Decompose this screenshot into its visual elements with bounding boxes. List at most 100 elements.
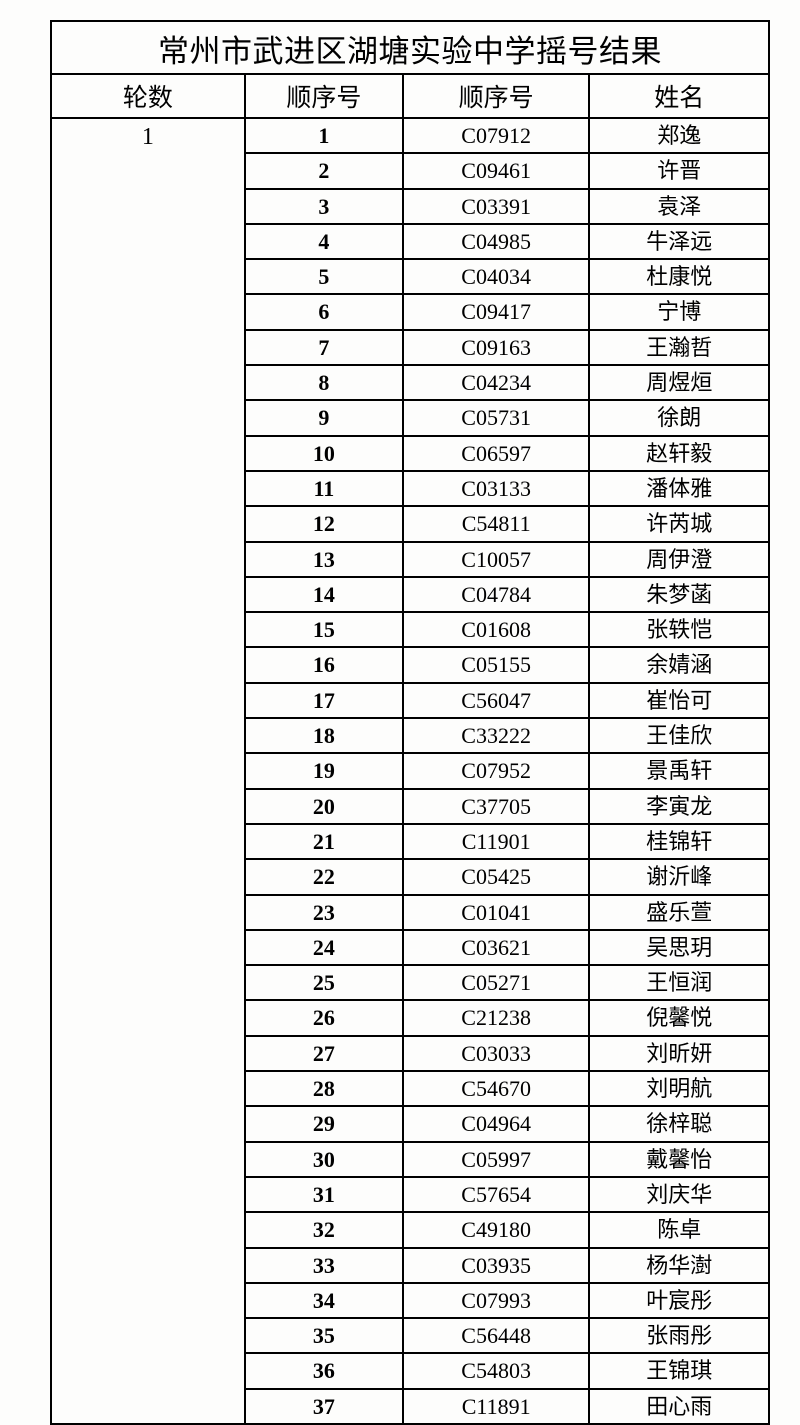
document-page: 常州市武进区湖塘实验中学摇号结果 轮数 顺序号 顺序号 姓名 11C07912郑… xyxy=(0,0,800,1425)
title-row: 常州市武进区湖塘实验中学摇号结果 xyxy=(51,21,769,74)
sequence-number-cell: 36 xyxy=(245,1353,403,1388)
col-header-sequence: 顺序号 xyxy=(245,74,403,118)
sequence-number-cell: 24 xyxy=(245,930,403,965)
header-row: 轮数 顺序号 顺序号 姓名 xyxy=(51,74,769,118)
sequence-number-cell: 14 xyxy=(245,577,403,612)
table-title: 常州市武进区湖塘实验中学摇号结果 xyxy=(51,21,769,74)
col-header-id: 顺序号 xyxy=(403,74,590,118)
sequence-number-cell: 23 xyxy=(245,895,403,930)
sequence-number-cell: 3 xyxy=(245,189,403,224)
id-code-cell: C05731 xyxy=(403,400,590,435)
sequence-number-cell: 4 xyxy=(245,224,403,259)
sequence-number-cell: 10 xyxy=(245,436,403,471)
sequence-number-cell: 16 xyxy=(245,647,403,682)
name-cell: 陈卓 xyxy=(589,1212,769,1247)
name-cell: 宁博 xyxy=(589,294,769,329)
table-row: 11C07912郑逸 xyxy=(51,118,769,153)
id-code-cell: C01041 xyxy=(403,895,590,930)
sequence-number-cell: 28 xyxy=(245,1071,403,1106)
id-code-cell: C54670 xyxy=(403,1071,590,1106)
name-cell: 袁泽 xyxy=(589,189,769,224)
name-cell: 赵轩毅 xyxy=(589,436,769,471)
id-code-cell: C54803 xyxy=(403,1353,590,1388)
sequence-number-cell: 11 xyxy=(245,471,403,506)
col-header-round: 轮数 xyxy=(51,74,245,118)
name-cell: 周煜烜 xyxy=(589,365,769,400)
id-code-cell: C03033 xyxy=(403,1036,590,1071)
id-code-cell: C07952 xyxy=(403,753,590,788)
id-code-cell: C04234 xyxy=(403,365,590,400)
name-cell: 王瀚哲 xyxy=(589,330,769,365)
id-code-cell: C33222 xyxy=(403,718,590,753)
id-code-cell: C21238 xyxy=(403,1000,590,1035)
name-cell: 郑逸 xyxy=(589,118,769,153)
col-header-name: 姓名 xyxy=(589,74,769,118)
sequence-number-cell: 27 xyxy=(245,1036,403,1071)
sequence-number-cell: 20 xyxy=(245,789,403,824)
id-code-cell: C05425 xyxy=(403,859,590,894)
sequence-number-cell: 21 xyxy=(245,824,403,859)
name-cell: 崔怡可 xyxy=(589,683,769,718)
sequence-number-cell: 7 xyxy=(245,330,403,365)
name-cell: 张雨彤 xyxy=(589,1318,769,1353)
name-cell: 倪馨悦 xyxy=(589,1000,769,1035)
sequence-number-cell: 30 xyxy=(245,1142,403,1177)
sequence-number-cell: 32 xyxy=(245,1212,403,1247)
id-code-cell: C04985 xyxy=(403,224,590,259)
id-code-cell: C56448 xyxy=(403,1318,590,1353)
sequence-number-cell: 25 xyxy=(245,965,403,1000)
id-code-cell: C11891 xyxy=(403,1389,590,1424)
id-code-cell: C11901 xyxy=(403,824,590,859)
name-cell: 杜康悦 xyxy=(589,259,769,294)
name-cell: 吴思玥 xyxy=(589,930,769,965)
sequence-number-cell: 6 xyxy=(245,294,403,329)
id-code-cell: C01608 xyxy=(403,612,590,647)
sequence-number-cell: 9 xyxy=(245,400,403,435)
id-code-cell: C03133 xyxy=(403,471,590,506)
id-code-cell: C57654 xyxy=(403,1177,590,1212)
sequence-number-cell: 12 xyxy=(245,506,403,541)
name-cell: 潘体雅 xyxy=(589,471,769,506)
name-cell: 戴馨怡 xyxy=(589,1142,769,1177)
sequence-number-cell: 15 xyxy=(245,612,403,647)
sequence-number-cell: 13 xyxy=(245,542,403,577)
sequence-number-cell: 35 xyxy=(245,1318,403,1353)
name-cell: 张轶恺 xyxy=(589,612,769,647)
name-cell: 刘庆华 xyxy=(589,1177,769,1212)
sequence-number-cell: 5 xyxy=(245,259,403,294)
name-cell: 徐梓聪 xyxy=(589,1106,769,1141)
table-body: 11C07912郑逸2C09461许晋3C03391袁泽4C04985牛泽远5C… xyxy=(51,118,769,1424)
id-code-cell: C03935 xyxy=(403,1248,590,1283)
sequence-number-cell: 19 xyxy=(245,753,403,788)
name-cell: 王恒润 xyxy=(589,965,769,1000)
id-code-cell: C10057 xyxy=(403,542,590,577)
id-code-cell: C54811 xyxy=(403,506,590,541)
name-cell: 王锦琪 xyxy=(589,1353,769,1388)
id-code-cell: C09417 xyxy=(403,294,590,329)
sequence-number-cell: 33 xyxy=(245,1248,403,1283)
sequence-number-cell: 31 xyxy=(245,1177,403,1212)
sequence-number-cell: 8 xyxy=(245,365,403,400)
id-code-cell: C37705 xyxy=(403,789,590,824)
name-cell: 牛泽远 xyxy=(589,224,769,259)
name-cell: 余婧涵 xyxy=(589,647,769,682)
name-cell: 朱梦菡 xyxy=(589,577,769,612)
id-code-cell: C56047 xyxy=(403,683,590,718)
id-code-cell: C05155 xyxy=(403,647,590,682)
name-cell: 王佳欣 xyxy=(589,718,769,753)
id-code-cell: C49180 xyxy=(403,1212,590,1247)
name-cell: 周伊澄 xyxy=(589,542,769,577)
sequence-number-cell: 22 xyxy=(245,859,403,894)
lottery-results-table: 常州市武进区湖塘实验中学摇号结果 轮数 顺序号 顺序号 姓名 11C07912郑… xyxy=(50,20,770,1425)
sequence-number-cell: 26 xyxy=(245,1000,403,1035)
id-code-cell: C05997 xyxy=(403,1142,590,1177)
id-code-cell: C07912 xyxy=(403,118,590,153)
sequence-number-cell: 17 xyxy=(245,683,403,718)
name-cell: 许晋 xyxy=(589,153,769,188)
name-cell: 杨华澍 xyxy=(589,1248,769,1283)
id-code-cell: C04784 xyxy=(403,577,590,612)
id-code-cell: C04964 xyxy=(403,1106,590,1141)
name-cell: 许芮城 xyxy=(589,506,769,541)
round-number-cell: 1 xyxy=(51,118,245,1424)
name-cell: 景禹轩 xyxy=(589,753,769,788)
